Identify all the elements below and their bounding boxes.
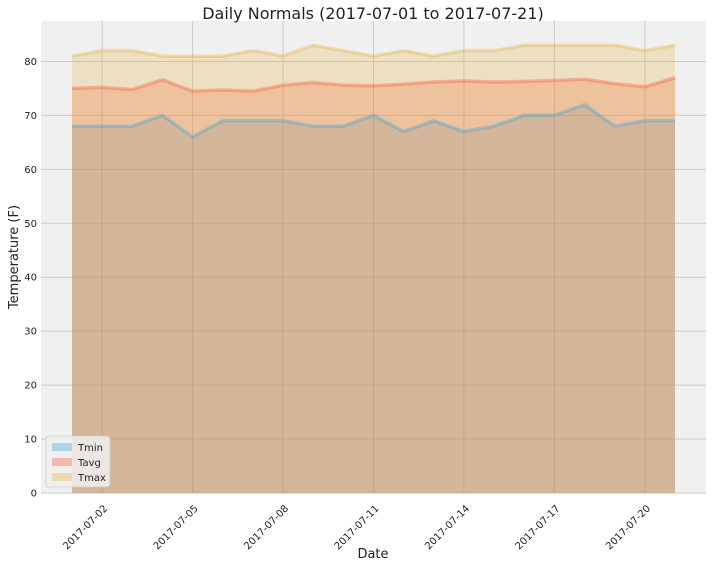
y-tick-label: 0 [31,489,37,500]
y-tick-labels: 0 10 20 30 40 50 60 70 80 [24,57,37,500]
area-tmin [72,104,675,494]
y-axis-label: Temperature (F) [7,205,22,310]
x-tick-labels: 2017-07-02 2017-07-05 2017-07-08 2017-07-11… [61,503,653,552]
x-tick-label: 2017-07-05 [152,503,201,552]
chart-title: Daily Normals (2017-07-01 to 2017-07-21) [202,4,544,23]
legend-swatch [52,443,72,451]
x-tick-label: 2017-07-11 [333,503,382,552]
legend-label: Tavg [77,458,101,469]
line-tavg [71,75,676,93]
x-axis-label: Date [357,547,388,562]
line-tmin [72,102,675,139]
area-tmax [72,45,675,493]
y-tick-label: 30 [24,327,37,338]
x-tick-label: 2017-07-17 [514,503,563,552]
y-tick-label: 10 [24,435,37,446]
grid [41,21,706,494]
series-lines [71,43,676,139]
y-tick-label: 40 [24,273,37,284]
x-tick-label: 2017-07-20 [604,503,653,552]
y-tick-label: 50 [24,219,37,230]
legend-frame [45,435,111,488]
legend-swatch [52,473,72,481]
series-areas [72,45,675,494]
y-tick-label: 20 [24,381,37,392]
legend: Tmin Tavg Tmax [45,435,111,488]
x-tick-label: 2017-07-08 [242,503,291,552]
legend-label: Tmax [77,473,106,484]
legend-label: Tmin [77,443,103,454]
x-tick-label: 2017-07-14 [423,503,472,552]
y-tick-label: 70 [24,111,37,122]
line-tmax [71,43,676,58]
area-tavg [72,77,675,493]
legend-swatch [52,458,72,466]
y-tick-label: 60 [24,165,37,176]
x-tick-label: 2017-07-02 [61,503,110,552]
y-tick-label: 80 [24,57,37,68]
